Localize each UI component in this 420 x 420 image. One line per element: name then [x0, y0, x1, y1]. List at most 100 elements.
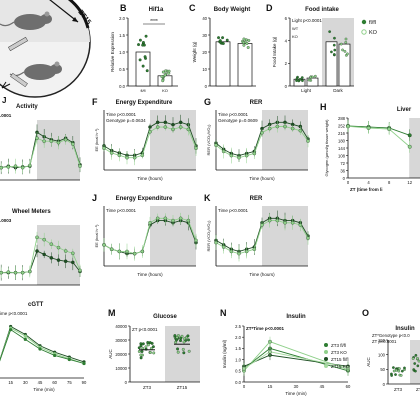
data-point — [298, 78, 302, 81]
stat-annotation: Time p<0.0001 — [218, 112, 248, 117]
x-tick-label: ZT15 — [177, 385, 188, 390]
x-tick-label: 45 — [320, 384, 325, 389]
data-point — [416, 364, 420, 368]
panel-title: Liver — [397, 107, 412, 113]
data-point — [186, 218, 191, 223]
data-point — [152, 351, 156, 355]
data-point — [242, 41, 245, 45]
panel-title: Body Weight — [214, 7, 251, 13]
data-point — [137, 43, 140, 47]
data-point — [125, 155, 129, 160]
data-point — [182, 340, 186, 344]
legend-label: ZT3 fl/fl — [331, 343, 346, 348]
data-point — [221, 36, 225, 40]
y-tick-label: 0 — [343, 176, 346, 181]
stat-annotation: Light p<0.0001 — [292, 18, 322, 23]
panel-letter: C — [189, 3, 196, 13]
y-tick-label: 288 — [338, 116, 346, 121]
y-tick-label: 1.0 — [119, 50, 125, 55]
y-axis-label: Weight (g) — [192, 41, 197, 62]
data-point — [23, 334, 27, 338]
data-point — [137, 350, 141, 353]
data-point — [141, 64, 145, 68]
panel-title: Energy Expenditure — [116, 196, 173, 202]
legend-label: ZT3 KO — [331, 350, 347, 355]
panel-title: Wheel Meters — [12, 209, 51, 215]
data-point — [171, 122, 175, 127]
stat-annotation: WT — [292, 26, 299, 31]
data-point — [283, 221, 287, 225]
data-point — [163, 120, 168, 125]
data-point — [109, 151, 114, 155]
data-point — [217, 36, 220, 40]
data-point — [244, 249, 249, 254]
data-point — [13, 270, 18, 275]
data-point — [275, 218, 280, 223]
data-point — [182, 351, 186, 355]
data-point — [35, 249, 39, 253]
data-point — [183, 337, 187, 341]
data-point — [290, 221, 295, 225]
data-point — [390, 374, 393, 377]
data-point — [56, 245, 61, 250]
data-point — [395, 368, 398, 372]
stat-annotation: Time p<0.0001 — [218, 208, 248, 213]
mouse-head-icon — [50, 64, 62, 74]
panel-letter: J — [92, 193, 97, 203]
data-point — [306, 236, 310, 240]
data-point — [307, 78, 311, 82]
panel-title: Hif1a — [149, 7, 164, 13]
legend-label: ZT15 KO — [331, 364, 350, 369]
data-point — [417, 359, 420, 363]
y-tick-label: 30 — [202, 33, 207, 38]
x-tick-label: Light — [301, 88, 312, 93]
data-point — [330, 50, 333, 54]
x-tick-label: ZT3 — [143, 385, 151, 390]
data-point — [339, 42, 343, 46]
data-point — [333, 36, 336, 40]
series-line — [0, 328, 85, 364]
data-point — [301, 79, 304, 83]
data-point — [53, 353, 57, 358]
data-point — [400, 369, 404, 373]
syringe-icon — [10, 72, 28, 88]
data-point — [176, 347, 180, 351]
data-point — [63, 137, 68, 142]
panel-title: Activity — [16, 104, 38, 110]
panel-body-weight: C Body Weight Weight (g) 0 10 20 30 40 — [189, 3, 256, 89]
legend-label: fl/fl — [369, 20, 376, 26]
x-tick-label: 0 — [347, 180, 350, 185]
data-point — [229, 153, 234, 158]
data-point — [141, 43, 145, 47]
data-point — [140, 350, 144, 353]
data-point — [221, 42, 225, 45]
data-point — [148, 341, 152, 345]
panel-letter: B — [120, 3, 127, 13]
stat-annotation: Genotype p=0.0609 — [218, 118, 258, 123]
data-point — [214, 143, 218, 147]
data-point — [268, 349, 272, 354]
data-point — [343, 50, 347, 53]
data-point — [411, 357, 415, 360]
y-tick-label: 20000 — [115, 352, 127, 357]
data-point — [242, 43, 246, 47]
panel-letter: G — [204, 97, 211, 107]
panel-letter: F — [92, 97, 98, 107]
data-point — [164, 69, 168, 73]
y-tick-label: 1.0 — [235, 357, 241, 362]
data-point — [346, 124, 350, 129]
series-line — [0, 325, 85, 363]
panel-ee-2: J Energy Expenditure Time p<0.0001 EE (kcal… — [92, 193, 198, 277]
panel-title: Insulin — [395, 326, 415, 332]
arrow-head — [72, 17, 78, 22]
data-point — [397, 369, 401, 373]
y-axis-label: Insulin (ng/ml) — [222, 339, 227, 368]
data-point — [332, 43, 336, 47]
y-tick-label: 1.5 — [119, 33, 125, 38]
data-point — [171, 218, 175, 223]
data-point — [290, 126, 295, 131]
y-tick-label: 36 — [340, 168, 345, 173]
data-point — [151, 345, 155, 349]
stat-annotation: .0003 — [0, 218, 12, 223]
data-point — [71, 251, 75, 256]
